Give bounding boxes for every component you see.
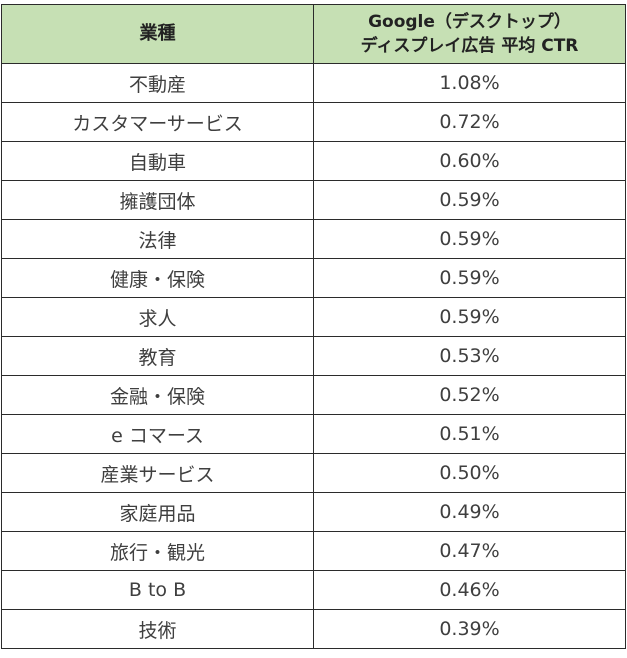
industry-cell: 旅行・観光 bbox=[1, 531, 314, 571]
header-row: 業種 Google（デスクトップ） ディスプレイ広告 平均 CTR bbox=[1, 4, 626, 64]
ctr-cell: 0.60% bbox=[313, 141, 626, 181]
table-row: 家庭用品 0.49% bbox=[1, 492, 626, 532]
table-row: 旅行・観光 0.47% bbox=[1, 531, 626, 571]
industry-cell: 家庭用品 bbox=[1, 492, 314, 532]
table-row: 健康・保険 0.59% bbox=[1, 258, 626, 298]
industry-cell: 健康・保険 bbox=[1, 258, 314, 298]
ctr-cell: 0.46% bbox=[313, 570, 626, 610]
table-row: 技術 0.39% bbox=[1, 609, 626, 649]
ctr-cell: 0.59% bbox=[313, 180, 626, 220]
ctr-cell: 0.59% bbox=[313, 297, 626, 337]
industry-cell: 技術 bbox=[1, 609, 314, 649]
industry-cell: 求人 bbox=[1, 297, 314, 337]
ctr-cell: 1.08% bbox=[313, 63, 626, 103]
ctr-header-line-2: ディスプレイ広告 平均 CTR bbox=[360, 36, 579, 56]
table-row: 産業サービス 0.50% bbox=[1, 453, 626, 493]
table-row: 法律 0.59% bbox=[1, 219, 626, 259]
table-row: カスタマーサービス 0.72% bbox=[1, 102, 626, 142]
industry-cell: 法律 bbox=[1, 219, 314, 259]
table-row: 自動車 0.60% bbox=[1, 141, 626, 181]
ctr-header-line-1: Google（デスクトップ） bbox=[368, 12, 571, 32]
ctr-cell: 0.39% bbox=[313, 609, 626, 649]
table-row: B to B 0.46% bbox=[1, 570, 626, 610]
ctr-cell: 0.50% bbox=[313, 453, 626, 493]
ctr-table-container: 業種 Google（デスクトップ） ディスプレイ広告 平均 CTR 不動産 1.… bbox=[1, 4, 626, 649]
industry-cell: 擁護団体 bbox=[1, 180, 314, 220]
ctr-cell: 0.52% bbox=[313, 375, 626, 415]
table-row: e コマース 0.51% bbox=[1, 414, 626, 454]
table-row: 金融・保険 0.52% bbox=[1, 375, 626, 415]
ctr-cell: 0.51% bbox=[313, 414, 626, 454]
table-body: 不動産 1.08% カスタマーサービス 0.72% 自動車 0.60% 擁護団体… bbox=[1, 63, 626, 649]
ctr-cell: 0.47% bbox=[313, 531, 626, 571]
table-row: 不動産 1.08% bbox=[1, 63, 626, 103]
ctr-cell: 0.72% bbox=[313, 102, 626, 142]
ctr-column-header: Google（デスクトップ） ディスプレイ広告 平均 CTR bbox=[313, 4, 626, 64]
table-header: 業種 Google（デスクトップ） ディスプレイ広告 平均 CTR bbox=[1, 4, 626, 64]
ctr-cell: 0.53% bbox=[313, 336, 626, 376]
industry-cell: カスタマーサービス bbox=[1, 102, 314, 142]
industry-cell: B to B bbox=[1, 570, 314, 610]
industry-cell: 不動産 bbox=[1, 63, 314, 103]
ctr-cell: 0.59% bbox=[313, 258, 626, 298]
industry-cell: e コマース bbox=[1, 414, 314, 454]
industry-cell: 自動車 bbox=[1, 141, 314, 181]
ctr-cell: 0.49% bbox=[313, 492, 626, 532]
table-row: 求人 0.59% bbox=[1, 297, 626, 337]
industry-column-header: 業種 bbox=[1, 4, 314, 64]
table-row: 擁護団体 0.59% bbox=[1, 180, 626, 220]
industry-cell: 教育 bbox=[1, 336, 314, 376]
industry-cell: 産業サービス bbox=[1, 453, 314, 493]
table-row: 教育 0.53% bbox=[1, 336, 626, 376]
industry-ctr-table: 業種 Google（デスクトップ） ディスプレイ広告 平均 CTR 不動産 1.… bbox=[1, 4, 626, 649]
ctr-cell: 0.59% bbox=[313, 219, 626, 259]
industry-cell: 金融・保険 bbox=[1, 375, 314, 415]
